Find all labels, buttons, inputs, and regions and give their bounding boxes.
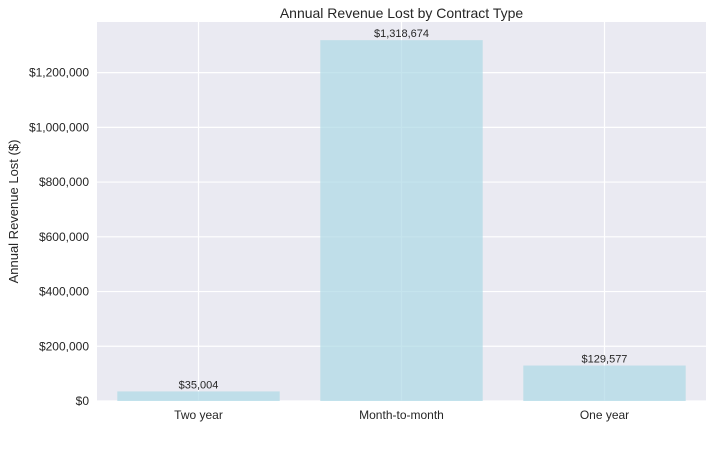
bars xyxy=(117,40,686,402)
data-label: $129,577 xyxy=(582,354,628,366)
bar-month-to-month xyxy=(320,40,483,402)
y-axis-label: Annual Revenue Lost ($) xyxy=(6,140,21,284)
y-tick-label: $0 xyxy=(76,394,90,408)
data-labels: $35,004 $1,318,674 $129,577 xyxy=(179,28,628,391)
x-tick-label: Two year xyxy=(174,408,223,422)
y-tick-label: $600,000 xyxy=(39,230,89,244)
y-tick-label: $1,200,000 xyxy=(29,66,89,80)
bar-two-year xyxy=(117,391,280,401)
y-tick-label: $200,000 xyxy=(39,339,89,353)
x-tick-label: Month-to-month xyxy=(359,408,444,422)
x-tick-label: One year xyxy=(580,408,629,422)
data-label: $1,318,674 xyxy=(374,28,429,40)
y-axis-ticks: $0 $200,000 $400,000 $600,000 $800,000 $1,000… xyxy=(29,66,89,408)
data-label: $35,004 xyxy=(179,379,219,391)
y-tick-label: $800,000 xyxy=(39,175,89,189)
y-tick-label: $400,000 xyxy=(39,285,89,299)
chart-title: Annual Revenue Lost by Contract Type xyxy=(280,5,524,21)
y-tick-label: $1,000,000 xyxy=(29,120,89,134)
bar-one-year xyxy=(523,365,686,401)
x-axis-ticks: Two year Month-to-month One year xyxy=(174,408,629,422)
